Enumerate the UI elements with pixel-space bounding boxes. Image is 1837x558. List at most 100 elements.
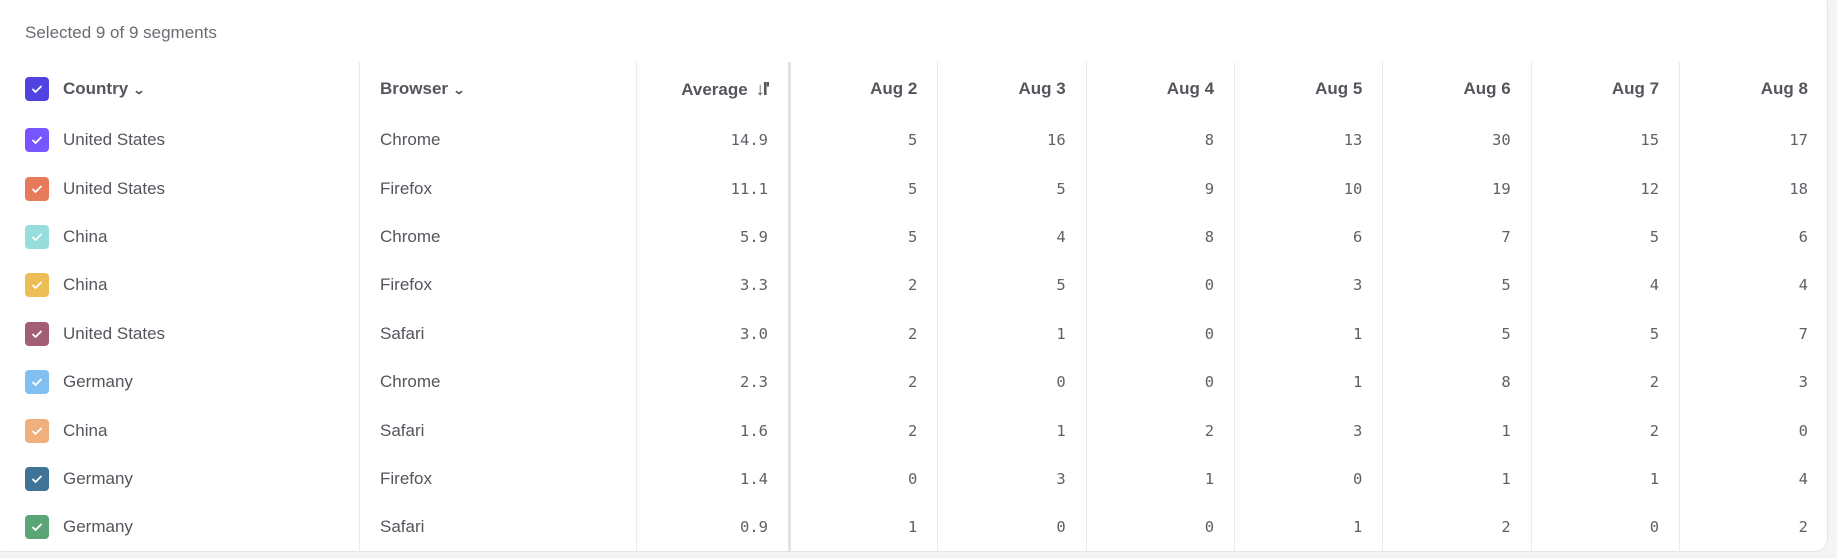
average-cell: 11.1 [636,164,791,213]
average-cell: 0.9 [636,503,791,552]
date-value-cell: 5 [1530,212,1680,262]
date-column-header[interactable]: Aug 8 [1679,62,1828,116]
date-value-cell: 0 [1234,454,1383,504]
segment-checkbox[interactable] [25,515,49,540]
country-column-header[interactable]: Country ⌄ [0,62,360,116]
table-row[interactable]: China Firefox 3.3 2 5 0 3 5 4 4 [0,261,1828,310]
date-column-header[interactable]: Aug 7 [1530,62,1680,116]
average-column-header[interactable]: Average ↓I' [636,62,791,116]
table-row[interactable]: Germany Chrome 2.3 2 0 0 1 8 2 3 [0,357,1828,407]
date-column-header[interactable]: Aug 6 [1382,62,1532,116]
country-label: China [63,420,108,440]
country-header-label: Country [63,79,129,98]
country-cell: United States [0,116,360,164]
country-cell: China [0,261,360,309]
date-value-cell: 1 [1382,406,1532,455]
date-value-cell: 2 [788,406,938,455]
date-value-cell: 6 [1234,212,1383,262]
date-value-cell: 8 [1085,116,1235,165]
date-value-cell: 3 [937,454,1087,504]
date-value-cell: 5 [1530,309,1680,358]
country-cell: Germany [0,358,360,406]
table-row[interactable]: United States Safari 3.0 2 1 0 1 5 5 7 [0,309,1828,358]
table-row[interactable]: United States Firefox 11.1 5 5 9 10 19 12 18 [0,164,1828,213]
date-value-cell: 2 [788,309,938,358]
average-cell: 1.6 [636,406,791,455]
date-value-cell: 1 [1085,454,1235,504]
table-row[interactable]: China Safari 1.6 2 1 2 3 1 2 0 [0,406,1828,455]
browser-cell: Safari [359,309,637,358]
country-label: China [63,275,108,295]
date-value-cell: 0 [937,357,1087,407]
segment-checkbox[interactable] [25,321,49,346]
date-value-cell: 5 [937,164,1087,213]
chevron-down-icon[interactable]: ⌄ [132,83,146,97]
date-value-cell: 7 [1679,309,1828,358]
segment-checkbox[interactable] [25,128,49,153]
browser-cell: Safari [359,503,637,552]
country-label: United States [63,130,166,150]
country-label: United States [63,178,166,198]
date-value-cell: 1 [1382,454,1532,504]
table-row[interactable]: Germany Firefox 1.4 0 3 1 0 1 1 4 [0,454,1828,504]
country-label: Germany [63,517,133,537]
date-value-cell: 2 [788,261,938,310]
sort-descending-icon[interactable]: ↓I' [755,78,770,99]
date-value-cell: 8 [1085,212,1235,262]
country-cell: China [0,213,360,261]
date-value-cell: 0 [1085,357,1235,407]
check-icon [32,281,42,290]
segment-checkbox[interactable] [25,273,49,298]
country-label: Germany [63,372,133,392]
date-column-header[interactable]: Aug 5 [1234,62,1383,116]
country-cell: China [0,406,360,454]
select-all-checkbox[interactable] [25,77,49,101]
date-value-cell: 2 [1679,503,1828,552]
segment-checkbox[interactable] [25,224,49,249]
country-label: China [63,226,108,246]
date-value-cell: 5 [1382,261,1532,310]
segment-checkbox[interactable] [25,418,49,443]
segments-table: Country ⌄ Browser ⌄ Average ↓I' Aug 2 Aug 3… [0,62,1828,552]
average-cell: 2.3 [636,357,791,407]
date-value-cell: 0 [788,454,938,504]
date-value-cell: 1 [1234,503,1383,552]
date-value-cell: 4 [1679,454,1828,504]
date-value-cell: 2 [1382,503,1532,552]
table-row[interactable]: China Chrome 5.9 5 4 8 6 7 5 6 [0,212,1828,262]
date-value-cell: 4 [1679,261,1828,310]
average-cell: 14.9 [636,116,791,165]
browser-cell: Chrome [359,357,637,407]
date-value-cell: 13 [1234,116,1383,165]
date-value-cell: 19 [1382,164,1532,213]
table-row[interactable]: Germany Safari 0.9 1 0 0 1 2 0 2 [0,503,1828,552]
date-value-cell: 5 [1382,309,1532,358]
table-row[interactable]: United States Chrome 14.9 5 16 8 13 30 15 17 [0,116,1828,165]
date-value-cell: 2 [1530,406,1680,455]
check-icon [32,523,42,532]
average-cell: 3.3 [636,261,791,310]
browser-column-header[interactable]: Browser ⌄ [359,62,637,116]
date-column-header[interactable]: Aug 2 [788,62,938,116]
browser-cell: Firefox [359,164,637,213]
date-value-cell: 3 [1234,406,1383,455]
date-value-cell: 16 [937,116,1087,165]
date-value-cell: 2 [788,357,938,407]
check-icon [32,378,42,387]
check-icon [32,136,42,145]
date-value-cell: 15 [1530,116,1680,165]
selection-summary: Selected 9 of 9 segments [25,23,217,42]
chevron-down-icon[interactable]: ⌄ [452,83,466,97]
date-value-cell: 12 [1530,164,1680,213]
check-icon [32,427,42,435]
date-value-cell: 1 [1530,454,1680,504]
date-column-header[interactable]: Aug 4 [1085,62,1235,116]
average-cell: 3.0 [636,309,791,358]
date-column-header[interactable]: Aug 3 [937,62,1087,116]
date-value-cell: 10 [1234,164,1383,213]
segment-checkbox[interactable] [25,370,49,395]
segment-checkbox[interactable] [25,176,49,201]
date-value-cell: 9 [1085,164,1235,213]
segment-checkbox[interactable] [25,466,49,491]
date-value-cell: 0 [937,503,1087,552]
